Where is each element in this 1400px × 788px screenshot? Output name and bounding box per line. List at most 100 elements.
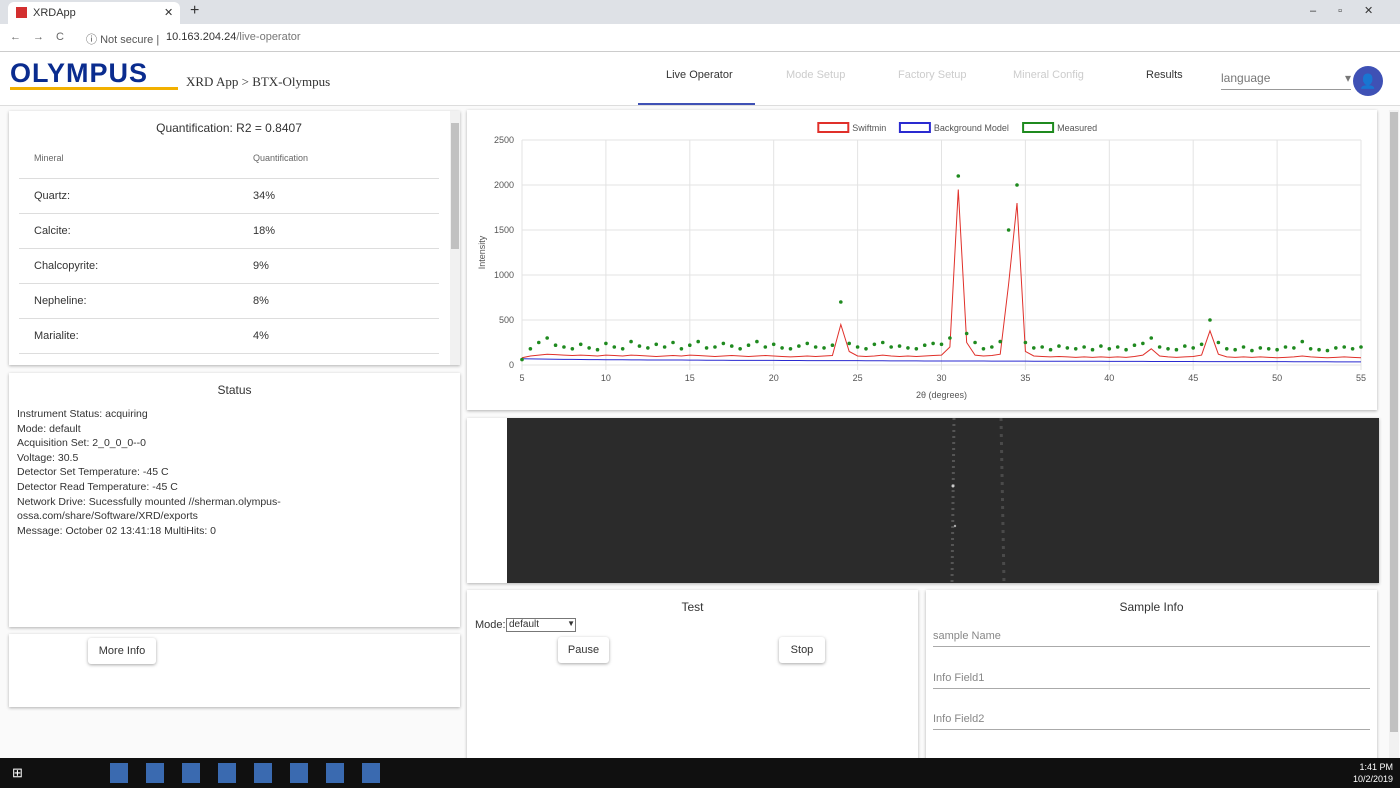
input-field[interactable]: Info Field1	[933, 672, 1370, 689]
chart: 0 500 1000 1500 2000 2500 5 10 15 20 25 30 35 40 45 50 5…	[477, 122, 1366, 400]
pause-button[interactable]: Pause	[558, 637, 609, 663]
sample-info-card: Sample Info sample Name Info Field1 Info…	[926, 590, 1377, 760]
status-line: Message: October 02 13:41:18 MultiHits: …	[17, 524, 217, 537]
data-point	[1325, 348, 1330, 353]
url[interactable]: 10.163.204.24/live-operator	[166, 31, 301, 43]
data-point	[1183, 344, 1187, 348]
data-point	[646, 346, 650, 350]
data-point	[1216, 340, 1221, 345]
mineral: Marialite:	[34, 330, 79, 342]
page-scrollbar[interactable]	[1389, 110, 1399, 758]
x-tick-label: 15	[685, 373, 695, 383]
data-point	[704, 346, 709, 350]
status-lines: Instrument Status: acquiring Mode: defaul…	[17, 407, 281, 538]
input-field[interactable]: sample Name	[933, 630, 1370, 647]
nav-tab[interactable]: Results	[1146, 69, 1183, 81]
clock-time: 1:41 PM	[1359, 762, 1393, 772]
data-point	[528, 347, 533, 351]
status-line: Voltage: 30.5	[17, 451, 79, 464]
nav-tab[interactable]: Mineral Config	[1013, 69, 1084, 81]
data-point	[654, 342, 659, 347]
card-title: Sample Info	[1119, 600, 1184, 614]
data-point	[1208, 318, 1212, 322]
data-point	[939, 342, 944, 347]
data-point	[780, 346, 784, 350]
data-point	[1099, 344, 1103, 348]
y-tick-label: 2500	[494, 135, 514, 145]
test-card: Test Mode: default ▼ Pause Stop	[467, 590, 918, 760]
mineral: Calcite:	[34, 225, 71, 237]
legend-label: Measured	[1057, 123, 1097, 133]
data-point	[1006, 228, 1011, 232]
data-point	[746, 343, 751, 347]
window-controls[interactable]: –▫✕	[1310, 5, 1396, 17]
series-line	[521, 358, 1361, 363]
data-point	[545, 336, 549, 340]
y-tick-label: 500	[499, 315, 514, 325]
mineral: Chalcopyrite:	[34, 260, 99, 272]
data-point	[822, 346, 826, 350]
data-point	[1350, 347, 1355, 351]
url-path: /live-operator	[236, 31, 301, 43]
mode-select[interactable]: default ▼	[506, 618, 576, 632]
data-point	[839, 300, 843, 304]
data-point	[620, 347, 625, 351]
data-point	[889, 345, 893, 349]
nav-tab[interactable]: Live Operator	[666, 69, 733, 81]
legend-swatch	[898, 122, 931, 133]
data-point	[721, 341, 726, 346]
legend-swatch	[817, 122, 850, 133]
data-point	[1233, 347, 1237, 352]
breadcrumb: XRD App > BTX-Olympus	[186, 74, 331, 89]
legend-label: Swiftmin	[852, 123, 886, 133]
taskbar-apps[interactable]	[110, 763, 380, 783]
mode-value: default	[509, 619, 540, 630]
data-point	[1048, 347, 1053, 352]
y-axis-label: Intensity	[477, 235, 487, 269]
card-title: Status	[217, 383, 252, 397]
nav-tab[interactable]: Mode Setup	[786, 69, 846, 81]
stop-button[interactable]: Stop	[779, 637, 825, 663]
data-point	[1031, 346, 1036, 350]
user-button[interactable]: 👤	[1353, 66, 1383, 96]
data-point	[1191, 346, 1195, 350]
data-point	[964, 331, 969, 336]
data-point	[763, 345, 768, 349]
data-point	[1174, 347, 1179, 352]
language-select[interactable]: language ▾	[1221, 71, 1351, 90]
data-point	[587, 346, 591, 350]
data-point	[729, 344, 734, 348]
data-point	[990, 345, 994, 349]
data-point	[1023, 340, 1028, 345]
data-point	[981, 347, 986, 351]
logo-bar	[10, 87, 178, 90]
mineral: Quartz:	[34, 190, 71, 202]
browser-tab[interactable]: XRDApp ✕	[8, 2, 180, 24]
tab-close[interactable]: ✕	[164, 7, 174, 19]
input-field[interactable]: Info Field2	[933, 713, 1370, 730]
x-tick-label: 40	[1104, 373, 1114, 383]
scrollbar[interactable]	[450, 111, 460, 365]
data-point	[906, 346, 910, 350]
favicon	[16, 7, 27, 18]
more-info-button[interactable]: More Info	[88, 638, 156, 664]
data-point	[1166, 347, 1170, 351]
card-title: Quantification: R2 = 0.8407	[156, 121, 302, 135]
data-point	[1292, 346, 1296, 350]
data-point	[520, 357, 524, 362]
nav-tab[interactable]: Factory Setup	[898, 69, 967, 81]
data-point	[738, 347, 742, 351]
logo: OLYMPUS	[10, 58, 149, 88]
data-point	[1199, 342, 1204, 347]
y-tick-label: 1500	[494, 225, 514, 235]
x-tick-label: 10	[601, 373, 611, 383]
data-point	[1317, 347, 1321, 352]
nav-buttons[interactable]: ←→C	[10, 31, 76, 43]
app-header: OLYMPUS XRD App > BTX-Olympus Live Opera…	[0, 52, 1400, 106]
data-point	[973, 340, 977, 345]
data-point	[1241, 345, 1246, 349]
data-point	[553, 343, 558, 347]
start-button[interactable]: ⊞	[12, 765, 23, 780]
data-point	[562, 345, 566, 349]
new-tab[interactable]: +	[190, 2, 200, 19]
